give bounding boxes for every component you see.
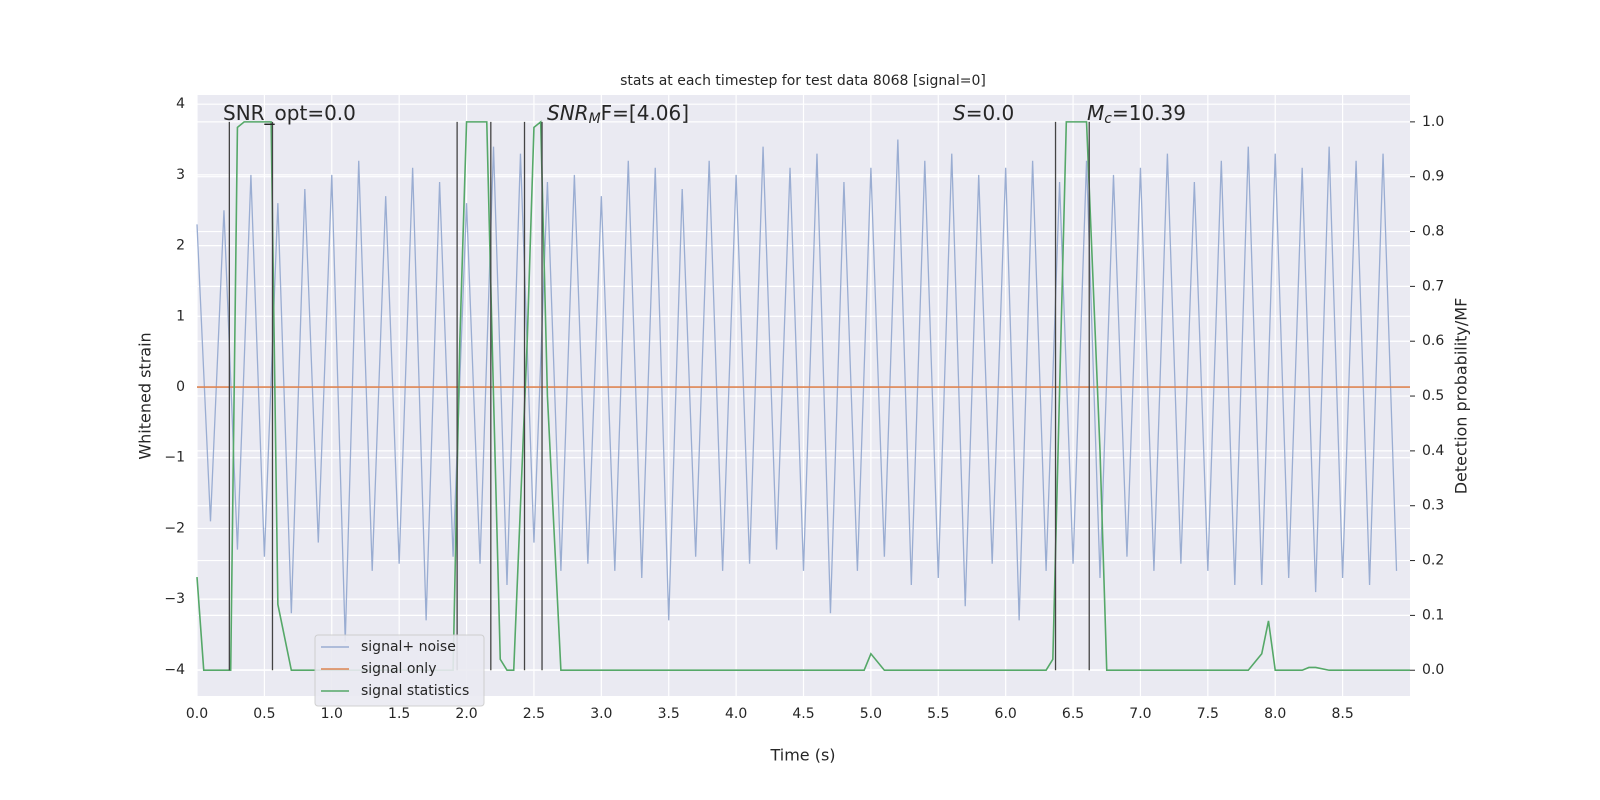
x-tick-label: 3.5: [658, 706, 680, 722]
x-tick-label: 6.5: [1062, 706, 1084, 722]
series-line: [196, 139, 1398, 642]
y2-tick-label: 0.5: [1422, 388, 1444, 404]
y-tick-label: 2: [176, 238, 185, 254]
x-axis-label: Time (s): [769, 746, 835, 765]
annotation: SNRMF=[4.06]: [547, 101, 689, 128]
x-tick-label: 8.0: [1264, 706, 1286, 722]
annotation-part: S: [953, 101, 966, 125]
x-tick-label: 3.0: [590, 706, 612, 722]
annotation-part: F=[4.06]: [601, 101, 689, 125]
legend-box: [314, 634, 485, 707]
x-tick-label: 6.0: [995, 706, 1017, 722]
y2-tick-label: 0.9: [1422, 169, 1444, 185]
annotation-part: SNR_opt=0.0: [223, 101, 356, 125]
legend-label: signal statistics: [361, 683, 469, 699]
y2-tick-label: 0.7: [1422, 278, 1444, 294]
y-tick-label: −1: [164, 450, 185, 466]
legend-label: signal+ noise: [361, 639, 456, 655]
y2-tick-label: 0.3: [1422, 498, 1444, 514]
annotation-part: SNR: [547, 101, 589, 125]
x-tick-label: 2.0: [455, 706, 477, 722]
y2-tick-label: 1.0: [1422, 114, 1444, 130]
y-tick-label: 3: [176, 167, 185, 183]
x-tick-label: 4.0: [725, 706, 747, 722]
annotation-part: =10.39: [1112, 101, 1186, 125]
y2-tick-label: 0.6: [1422, 333, 1444, 349]
x-tick-label: 5.5: [927, 706, 949, 722]
annotation: S=0.0: [953, 101, 1014, 125]
x-tick-label: 0.0: [186, 706, 208, 722]
y-tick-label: −3: [164, 591, 185, 607]
chart-title: stats at each timestep for test data 806…: [620, 73, 986, 89]
y2-tick-label: 0.8: [1422, 224, 1444, 240]
series-line: [196, 120, 1410, 672]
annotation-part: c: [1104, 111, 1112, 127]
annotation-part: M: [1087, 101, 1104, 125]
y-tick-label: −2: [164, 520, 185, 536]
y2-tick-label: 0.1: [1422, 607, 1444, 623]
y-tick-label: 0: [176, 379, 185, 395]
y-axis-label: Whitened strain: [136, 332, 155, 459]
y2-tick-label: 0.4: [1422, 443, 1444, 459]
annotation: Mc=10.39: [1087, 101, 1186, 128]
y2-tick-label: 0.0: [1422, 662, 1444, 678]
annotation: SNR_opt=0.0: [223, 101, 356, 125]
x-tick-label: 2.5: [523, 706, 545, 722]
y2-tick-label: 0.2: [1422, 553, 1444, 569]
x-tick-label: 5.0: [860, 706, 882, 722]
x-tick-label: 8.5: [1331, 706, 1353, 722]
y2-axis-label: Detection probability/MF: [1452, 298, 1471, 495]
y-tick-label: 1: [176, 308, 185, 324]
y-tick-label: −4: [164, 662, 185, 678]
x-tick-label: 7.0: [1129, 706, 1151, 722]
x-tick-label: 0.5: [253, 706, 275, 722]
y-tick-label: 4: [176, 96, 185, 112]
annotation-part: M: [589, 111, 601, 127]
legend-label: signal only: [361, 661, 436, 677]
x-tick-label: 7.5: [1197, 706, 1219, 722]
x-tick-label: 1.5: [388, 706, 410, 722]
x-tick-label: 1.0: [321, 706, 343, 722]
x-tick-label: 4.5: [792, 706, 814, 722]
annotation-part: =0.0: [966, 101, 1015, 125]
